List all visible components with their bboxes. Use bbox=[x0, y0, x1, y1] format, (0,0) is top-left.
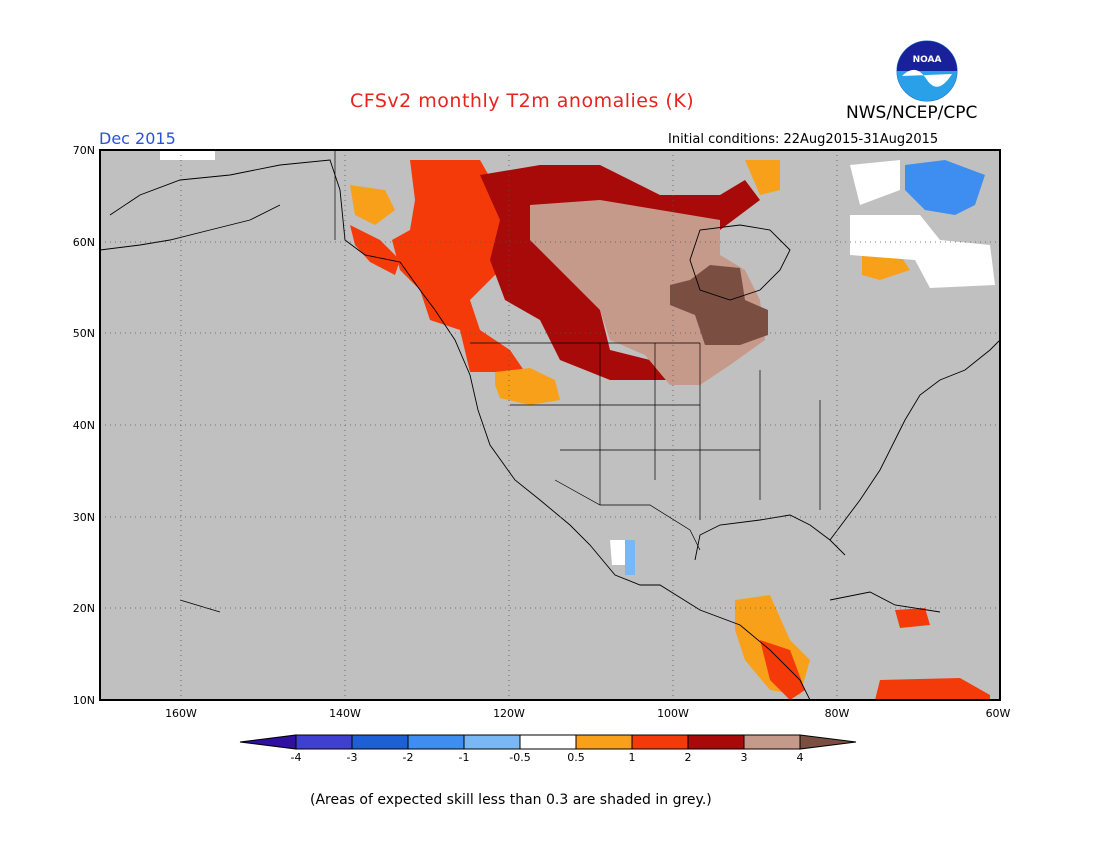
anomaly-region-orange bbox=[862, 255, 910, 280]
anomaly-region-white bbox=[160, 150, 215, 160]
legend-tick-label: -0.5 bbox=[509, 751, 530, 764]
anomaly-region-orange bbox=[495, 368, 560, 405]
anomaly-region-red bbox=[895, 608, 930, 628]
anomaly-region-white bbox=[850, 215, 995, 288]
skill-footnote: (Areas of expected skill less than 0.3 a… bbox=[310, 792, 712, 808]
anomaly-region-brown bbox=[670, 265, 768, 345]
borders bbox=[334, 150, 821, 551]
legend-swatch bbox=[519, 734, 577, 750]
anomaly-region-orange bbox=[350, 185, 395, 225]
anomaly-region-tan bbox=[530, 200, 765, 385]
legend-tick-labels: -4 -3 -2 -1 -0.5 0.5 1 2 3 4 bbox=[291, 751, 804, 764]
legend-tick-label: -4 bbox=[291, 751, 302, 764]
anomaly-region-darkred bbox=[480, 165, 760, 380]
lon-label: 100W bbox=[657, 707, 689, 720]
legend-tick-label: -3 bbox=[347, 751, 358, 764]
legend-swatch bbox=[687, 734, 745, 750]
lat-label: 10N bbox=[73, 694, 95, 707]
anomaly-region-red bbox=[350, 225, 400, 275]
legend-tick-label: 2 bbox=[685, 751, 692, 764]
anomaly-region-red bbox=[760, 640, 805, 700]
lat-label: 60N bbox=[73, 236, 95, 249]
map-background bbox=[100, 150, 1000, 700]
logo-text: NOAA bbox=[913, 55, 942, 65]
coastlines bbox=[100, 159, 1000, 700]
legend-swatch bbox=[295, 734, 353, 750]
lat-label: 70N bbox=[73, 144, 95, 157]
organization-label: NWS/NCEP/CPC bbox=[846, 103, 978, 123]
lon-label: 120W bbox=[493, 707, 525, 720]
legend-arrow-left bbox=[239, 734, 297, 750]
legend-tick-label: 1 bbox=[629, 751, 636, 764]
lat-label: 20N bbox=[73, 602, 95, 615]
lat-labels: 70N 60N 50N 40N 30N 20N 10N bbox=[73, 144, 95, 707]
map-frame bbox=[99, 149, 1001, 701]
anomaly-region-blue bbox=[905, 160, 985, 215]
initial-conditions: Initial conditions: 22Aug2015-31Aug2015 bbox=[668, 132, 939, 147]
anomaly-region-orange bbox=[735, 595, 810, 695]
anomaly-region-white bbox=[850, 160, 900, 205]
legend-tick-label: 3 bbox=[741, 751, 748, 764]
legend-swatch bbox=[407, 734, 465, 750]
anomaly-region-red bbox=[392, 160, 525, 372]
legend-tick-label: 4 bbox=[797, 751, 804, 764]
legend-swatch bbox=[463, 734, 521, 750]
lon-labels: 160W 140W 120W 100W 80W 60W bbox=[165, 707, 1010, 720]
legend-swatch bbox=[631, 734, 689, 750]
color-legend bbox=[239, 734, 857, 750]
lon-label: 60W bbox=[986, 707, 1011, 720]
lat-label: 40N bbox=[73, 419, 95, 432]
lon-label: 160W bbox=[165, 707, 197, 720]
anomaly-region-orange bbox=[745, 160, 780, 195]
lat-label: 50N bbox=[73, 327, 95, 340]
anomaly-region-red bbox=[875, 678, 990, 700]
legend-swatch bbox=[351, 734, 409, 750]
graticule bbox=[100, 150, 1000, 700]
forecast-month: Dec 2015 bbox=[99, 129, 176, 148]
lon-label: 140W bbox=[329, 707, 361, 720]
legend-tick-label: 0.5 bbox=[567, 751, 585, 764]
anomaly-layer bbox=[160, 150, 995, 700]
legend-arrow-right bbox=[799, 734, 857, 750]
anomaly-region-lightblue bbox=[625, 540, 635, 575]
legend-swatch bbox=[575, 734, 633, 750]
legend-tick-label: -2 bbox=[403, 751, 414, 764]
map-title: CFSv2 monthly T2m anomalies (K) bbox=[350, 90, 695, 112]
lon-label: 80W bbox=[825, 707, 850, 720]
anomaly-region-white bbox=[610, 540, 632, 565]
legend-swatch bbox=[743, 734, 801, 750]
lat-label: 30N bbox=[73, 511, 95, 524]
legend-tick-label: -1 bbox=[459, 751, 470, 764]
noaa-logo-icon: NOAA bbox=[896, 40, 958, 102]
